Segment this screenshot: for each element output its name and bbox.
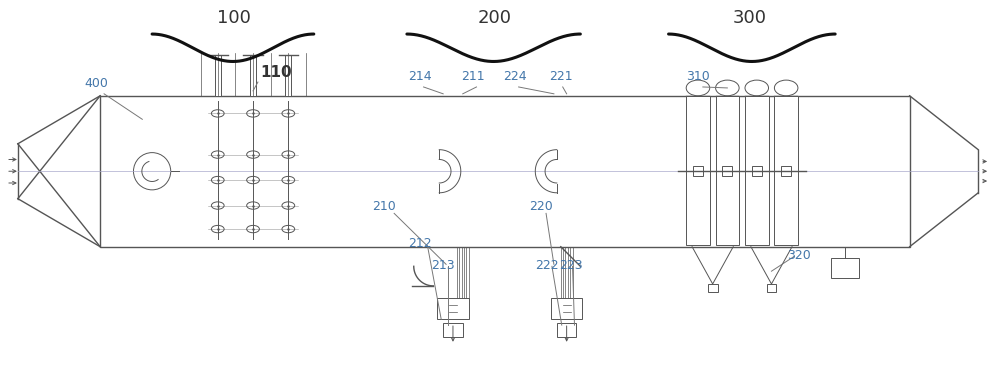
Ellipse shape bbox=[774, 80, 798, 96]
Ellipse shape bbox=[716, 80, 739, 96]
FancyBboxPatch shape bbox=[767, 284, 776, 292]
FancyBboxPatch shape bbox=[708, 284, 718, 292]
FancyBboxPatch shape bbox=[781, 166, 791, 176]
FancyBboxPatch shape bbox=[752, 166, 762, 176]
Text: 320: 320 bbox=[787, 249, 811, 262]
Ellipse shape bbox=[211, 202, 224, 209]
Ellipse shape bbox=[211, 176, 224, 184]
Text: 213: 213 bbox=[431, 259, 455, 272]
FancyBboxPatch shape bbox=[831, 258, 859, 278]
Text: 200: 200 bbox=[478, 9, 512, 27]
Text: 220: 220 bbox=[529, 200, 553, 213]
Ellipse shape bbox=[211, 110, 224, 117]
Text: 211: 211 bbox=[461, 70, 484, 83]
Text: 300: 300 bbox=[733, 9, 767, 27]
Text: 310: 310 bbox=[686, 70, 710, 83]
FancyBboxPatch shape bbox=[551, 298, 582, 319]
FancyBboxPatch shape bbox=[686, 96, 710, 245]
Ellipse shape bbox=[247, 202, 259, 209]
Text: 100: 100 bbox=[217, 9, 250, 27]
Ellipse shape bbox=[247, 225, 259, 233]
FancyBboxPatch shape bbox=[745, 96, 769, 245]
Text: 223: 223 bbox=[559, 259, 582, 272]
Text: 210: 210 bbox=[372, 200, 396, 213]
Ellipse shape bbox=[247, 151, 259, 158]
Text: 222: 222 bbox=[535, 259, 559, 272]
Ellipse shape bbox=[282, 225, 295, 233]
FancyBboxPatch shape bbox=[722, 166, 732, 176]
Ellipse shape bbox=[282, 202, 295, 209]
Text: 224: 224 bbox=[503, 70, 527, 83]
Text: 400: 400 bbox=[84, 77, 108, 90]
FancyBboxPatch shape bbox=[215, 55, 221, 96]
Text: 212: 212 bbox=[408, 237, 431, 250]
FancyBboxPatch shape bbox=[774, 96, 798, 245]
FancyBboxPatch shape bbox=[716, 96, 739, 245]
Ellipse shape bbox=[686, 80, 710, 96]
Ellipse shape bbox=[282, 176, 295, 184]
FancyBboxPatch shape bbox=[250, 55, 256, 96]
FancyBboxPatch shape bbox=[437, 298, 469, 319]
Ellipse shape bbox=[211, 151, 224, 158]
Text: 221: 221 bbox=[549, 70, 573, 83]
FancyBboxPatch shape bbox=[693, 166, 703, 176]
FancyBboxPatch shape bbox=[285, 55, 291, 96]
Ellipse shape bbox=[745, 80, 769, 96]
Text: 110: 110 bbox=[260, 65, 292, 80]
FancyBboxPatch shape bbox=[557, 323, 576, 337]
FancyBboxPatch shape bbox=[443, 323, 463, 337]
Ellipse shape bbox=[282, 151, 295, 158]
Ellipse shape bbox=[282, 110, 295, 117]
Ellipse shape bbox=[247, 176, 259, 184]
Ellipse shape bbox=[247, 110, 259, 117]
Text: 214: 214 bbox=[408, 70, 431, 83]
Ellipse shape bbox=[211, 225, 224, 233]
